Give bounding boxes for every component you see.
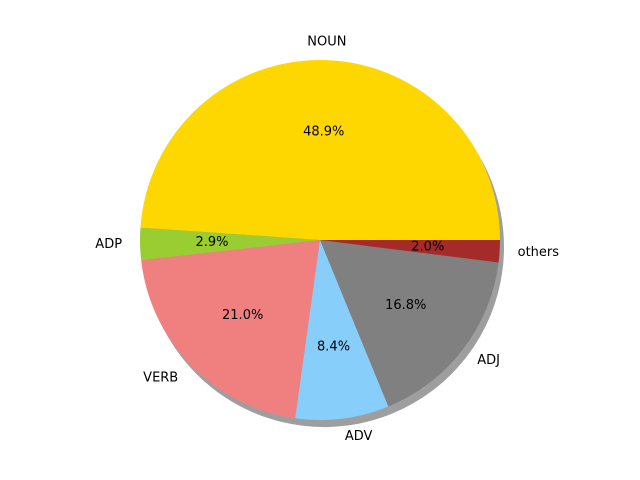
slice-label-adv: ADV: [345, 429, 373, 444]
pie-slice-noun: [140, 60, 500, 240]
pct-label-noun: 48.9%: [303, 125, 344, 140]
pie-slice-others: [320, 240, 500, 263]
pie-slice-adv: [295, 240, 389, 420]
pie-labels: NOUN 48.9% ADP 2.9% VERB 21.0% ADV 8.4% ADJ 16.8%…: [95, 35, 559, 444]
pie-slice-adj: [320, 240, 499, 407]
pct-label-adp: 2.9%: [196, 235, 229, 250]
pie-slice-verb: [141, 240, 320, 419]
slice-label-adp: ADP: [95, 237, 122, 252]
slice-label-adj: ADJ: [477, 353, 500, 368]
pie-slice-adp: [140, 227, 320, 261]
slice-label-others: others: [518, 245, 560, 260]
pct-label-adv: 8.4%: [317, 340, 350, 355]
pie-slices: [140, 60, 500, 420]
pct-label-verb: 21.0%: [222, 308, 263, 323]
pct-label-others: 2.0%: [411, 239, 444, 254]
slice-label-verb: VERB: [143, 371, 178, 386]
pct-label-adj: 16.8%: [385, 298, 426, 313]
slice-label-noun: NOUN: [307, 35, 346, 50]
